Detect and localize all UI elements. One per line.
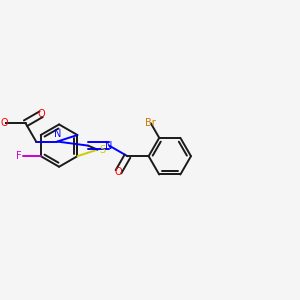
Text: Br: Br — [146, 118, 156, 128]
Text: F: F — [16, 151, 21, 161]
Text: O: O — [37, 109, 45, 119]
Text: O: O — [115, 167, 122, 177]
Text: S: S — [99, 145, 105, 154]
Text: N: N — [106, 141, 113, 151]
Text: N: N — [54, 129, 61, 139]
Text: O: O — [1, 118, 8, 128]
